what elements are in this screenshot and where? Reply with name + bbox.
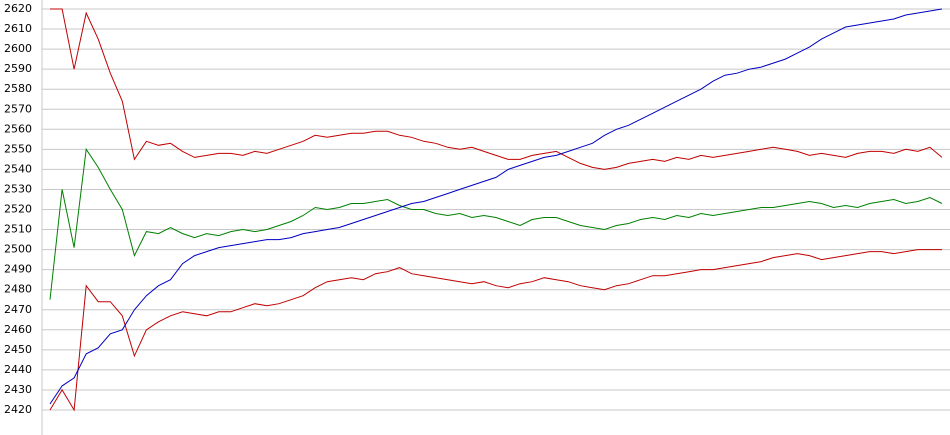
series-line	[49, 249, 942, 412]
y-tick-label: 2430	[4, 383, 32, 396]
y-tick-label: 2560	[4, 122, 32, 135]
series-line	[49, 147, 943, 300]
y-tick-label: 2600	[4, 42, 32, 55]
y-tick-label: 2520	[4, 203, 32, 216]
y-tick-label: 2620	[4, 2, 32, 15]
y-tick-label: 2490	[4, 263, 32, 276]
series-line	[50, 8, 943, 170]
y-tick-label: 2570	[4, 102, 32, 115]
y-tick-label: 2510	[4, 223, 32, 236]
y-tick-label: 2480	[4, 283, 32, 296]
y-tick-label: 2590	[4, 62, 32, 75]
y-tick-label: 2470	[4, 303, 32, 316]
y-tick-label: 2420	[4, 403, 32, 416]
y-tick-label: 2460	[4, 323, 32, 336]
y-tick-label: 2440	[4, 363, 32, 376]
y-tick-label: 2450	[4, 343, 32, 356]
series-line	[49, 8, 943, 405]
y-tick-label: 2500	[4, 243, 32, 256]
y-tick-label: 2580	[4, 82, 32, 95]
y-tick-label: 2550	[4, 142, 32, 155]
y-tick-label: 2540	[4, 162, 32, 175]
y-tick-label: 2530	[4, 182, 32, 195]
y-tick-label: 2610	[4, 22, 32, 35]
